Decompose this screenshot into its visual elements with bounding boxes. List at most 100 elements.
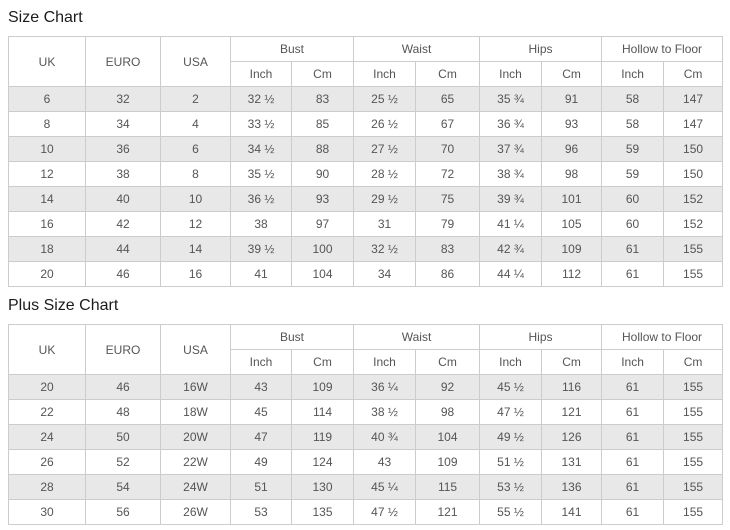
table-cell: 16W: [160, 374, 231, 400]
table-cell: 10: [160, 186, 231, 212]
table-cell: 152: [663, 186, 724, 212]
unit-header-cm: Cm: [415, 349, 481, 375]
table-cell: 32 ½: [230, 86, 292, 112]
table-cell: 88: [290, 136, 355, 162]
table-cell: 45: [230, 399, 292, 425]
table-cell: 26W: [160, 499, 231, 525]
table-cell: 36: [85, 136, 161, 162]
unit-header-cm: Cm: [663, 61, 724, 87]
table-cell: 58: [601, 86, 665, 112]
table-row: 30 56 26W 53 135 47 ½ 121 55 ½ 141 61 155: [8, 499, 724, 525]
unit-header-cm: Cm: [541, 349, 603, 375]
table-cell: 12: [8, 161, 86, 187]
table-cell: 34: [353, 261, 417, 287]
table-cell: 105: [541, 211, 603, 237]
table-cell: 100: [290, 236, 355, 262]
table-cell: 130: [290, 474, 355, 500]
table-cell: 28: [8, 474, 86, 500]
table-cell: 56: [85, 499, 161, 525]
group-header-waist: Waist: [353, 36, 481, 62]
group-header-hollow-to-floor: Hollow to Floor: [601, 324, 724, 350]
table-cell: 53: [230, 499, 292, 525]
table-cell: 36 ¾: [479, 111, 543, 137]
table-cell: 40 ¾: [353, 424, 417, 450]
group-header-bust: Bust: [229, 324, 355, 350]
table-cell: 155: [663, 474, 724, 500]
table-cell: 24W: [160, 474, 231, 500]
table-cell: 6: [160, 136, 231, 162]
table-cell: 136: [541, 474, 603, 500]
table-cell: 39 ¾: [479, 186, 543, 212]
group-header-hollow-to-floor: Hollow to Floor: [601, 36, 724, 62]
table-cell: 6: [8, 86, 86, 112]
table-cell: 70: [415, 136, 481, 162]
table-cell: 155: [663, 449, 724, 475]
table-cell: 75: [415, 186, 481, 212]
table-cell: 115: [415, 474, 481, 500]
group-header-hips: Hips: [479, 324, 603, 350]
table-cell: 16: [160, 261, 231, 287]
table-cell: 24: [8, 424, 86, 450]
table-cell: 92: [415, 374, 481, 400]
table-cell: 104: [415, 424, 481, 450]
table-cell: 124: [290, 449, 355, 475]
table-cell: 109: [290, 374, 355, 400]
table-row: 26 52 22W 49 124 43 109 51 ½ 131 61 155: [8, 449, 724, 475]
table-cell: 150: [663, 136, 724, 162]
table-cell: 55 ½: [479, 499, 543, 525]
table-cell: 141: [541, 499, 603, 525]
table-cell: 18: [8, 236, 86, 262]
table-row: 28 54 24W 51 130 45 ¼ 115 53 ½ 136 61 155: [8, 474, 724, 500]
table-cell: 38 ½: [353, 399, 417, 425]
table-row: 20 46 16W 43 109 36 ¼ 92 45 ½ 116 61 155: [8, 374, 724, 400]
table-cell: 40: [85, 186, 161, 212]
table-cell: 85: [290, 111, 355, 137]
table-row: 14 40 10 36 ½ 93 29 ½ 75 39 ¾ 101 60 152: [8, 186, 724, 212]
unit-header-inch: Inch: [479, 61, 543, 87]
size-chart-table: UK EURO USA Bust Waist Hips Hollow to Floor Inc…: [8, 36, 724, 287]
table-cell: 37 ¾: [479, 136, 543, 162]
column-header-usa: USA: [160, 36, 231, 87]
table-cell: 46: [85, 374, 161, 400]
table-cell: 52: [85, 449, 161, 475]
table-cell: 61: [601, 499, 665, 525]
table-row: 10 36 6 34 ½ 88 27 ½ 70 37 ¾ 96 59 150: [8, 136, 724, 162]
table-cell: 49: [230, 449, 292, 475]
table-cell: 58: [601, 111, 665, 137]
table-cell: 86: [415, 261, 481, 287]
table-cell: 119: [290, 424, 355, 450]
table-cell: 35 ¾: [479, 86, 543, 112]
table-row: 24 50 20W 47 119 40 ¾ 104 49 ½ 126 61 155: [8, 424, 724, 450]
table-cell: 126: [541, 424, 603, 450]
table-cell: 59: [601, 136, 665, 162]
table-cell: 121: [415, 499, 481, 525]
table-cell: 16: [8, 211, 86, 237]
size-chart-section: Size Chart UK EURO USA Bust Waist Hips Hollow …: [8, 8, 724, 287]
table-cell: 83: [290, 86, 355, 112]
table-cell: 30: [8, 499, 86, 525]
column-header-euro: EURO: [85, 324, 161, 375]
table-cell: 31: [353, 211, 417, 237]
table-cell: 61: [601, 374, 665, 400]
table-cell: 98: [541, 161, 603, 187]
table-cell: 22W: [160, 449, 231, 475]
table-cell: 109: [541, 236, 603, 262]
table-cell: 8: [8, 111, 86, 137]
table-cell: 28 ½: [353, 161, 417, 187]
column-header-usa: USA: [160, 324, 231, 375]
table-cell: 65: [415, 86, 481, 112]
table-cell: 50: [85, 424, 161, 450]
unit-header-inch: Inch: [230, 349, 292, 375]
table-row: 16 42 12 38 97 31 79 41 ¼ 105 60 152: [8, 211, 724, 237]
table-cell: 72: [415, 161, 481, 187]
table-row: 12 38 8 35 ½ 90 28 ½ 72 38 ¾ 98 59 150: [8, 161, 724, 187]
table-cell: 20: [8, 374, 86, 400]
unit-header-cm: Cm: [663, 349, 724, 375]
table-cell: 20W: [160, 424, 231, 450]
table-row: 20 46 16 41 104 34 86 44 ¼ 112 61 155: [8, 261, 724, 287]
table-cell: 98: [415, 399, 481, 425]
table-cell: 36 ¼: [353, 374, 417, 400]
table-cell: 25 ½: [353, 86, 417, 112]
table-cell: 44 ¼: [479, 261, 543, 287]
